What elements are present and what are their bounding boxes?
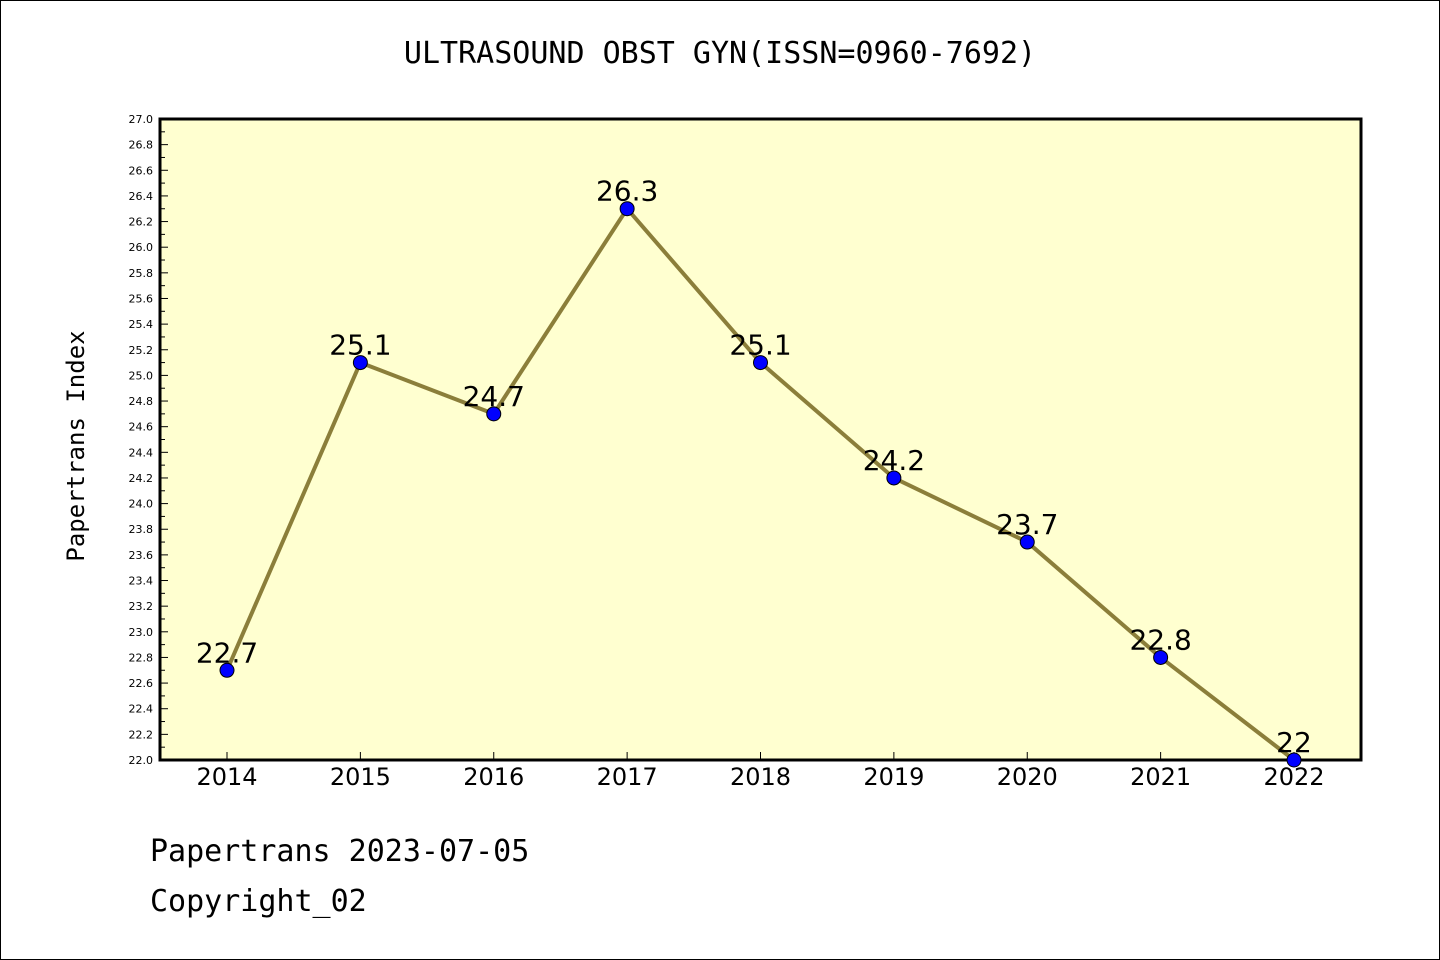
y-tick-label: 23.4	[129, 575, 154, 588]
x-tick-label: 2014	[196, 763, 257, 791]
data-label: 22	[1276, 726, 1312, 759]
data-point	[1153, 649, 1169, 665]
data-point	[1286, 752, 1302, 768]
y-tick-label: 27.0	[129, 113, 154, 126]
x-tick-label: 2020	[997, 763, 1058, 791]
y-tick-label: 24.2	[129, 472, 154, 485]
data-point	[619, 201, 635, 217]
y-tick-label: 26.4	[129, 190, 154, 203]
y-tick-label: 25.4	[129, 318, 154, 331]
y-tick-label: 26.8	[129, 139, 154, 152]
data-label: 22.8	[1129, 623, 1191, 656]
footer-copyright: Copyright_02	[150, 884, 367, 919]
x-axis-ticks: 2014 2015 2016 2017 2018 2019 2020 2021 2022	[196, 752, 1325, 791]
data-label: 26.3	[596, 175, 658, 208]
y-tick-label: 23.2	[129, 600, 154, 613]
y-tick-label: 22.4	[129, 703, 154, 716]
y-tick-label: 24.4	[129, 446, 154, 459]
y-tick-label: 22.2	[129, 728, 154, 741]
y-tick-label: 24.0	[129, 498, 154, 511]
data-label: 25.1	[729, 329, 791, 362]
y-axis-ticks: 22.0 22.2 22.4 22.6 22.8 23.0 23.2 23.4 23.6 23.8…	[129, 113, 168, 767]
x-tick-label: 2015	[330, 763, 391, 791]
data-series: 22.7 25.1 24.7 26.3 25.1 24.2 23.7 22.8 22	[196, 175, 1312, 768]
data-point	[486, 406, 502, 422]
y-tick-label: 24.6	[129, 421, 154, 434]
y-tick-label: 26.6	[129, 164, 154, 177]
y-tick-label: 25.8	[129, 267, 154, 280]
chart-title: ULTRASOUND OBST GYN(ISSN=0960-7692)	[403, 36, 1037, 71]
footer-date: Papertrans 2023-07-05	[150, 834, 530, 869]
data-point	[886, 470, 902, 486]
data-point	[352, 355, 368, 371]
data-point	[1019, 534, 1035, 550]
data-label: 23.7	[996, 508, 1058, 541]
y-tick-label: 26.0	[129, 241, 154, 254]
y-tick-label: 23.6	[129, 549, 154, 562]
y-tick-label: 26.2	[129, 216, 154, 229]
plot-area	[158, 117, 1363, 762]
y-tick-label: 23.0	[129, 626, 154, 639]
y-tick-label: 22.0	[129, 754, 154, 767]
y-tick-label: 23.8	[129, 523, 154, 536]
x-tick-label: 2019	[863, 763, 924, 791]
y-tick-label: 24.8	[129, 395, 154, 408]
x-tick-label: 2021	[1130, 763, 1191, 791]
x-tick-label: 2017	[597, 763, 658, 791]
data-point	[753, 355, 768, 371]
y-tick-label: 25.6	[129, 292, 154, 305]
y-tick-label: 25.2	[129, 344, 154, 357]
y-tick-label: 22.6	[129, 677, 154, 690]
data-label: 24.2	[863, 444, 925, 477]
data-point	[219, 662, 235, 678]
x-tick-label: 2022	[1263, 763, 1324, 791]
data-label: 24.7	[463, 380, 525, 413]
y-tick-label: 25.0	[129, 369, 154, 382]
y-tick-label: 22.8	[129, 651, 154, 664]
data-label: 25.1	[329, 329, 391, 362]
x-tick-label: 2018	[730, 763, 791, 791]
data-label: 22.7	[196, 636, 258, 669]
x-tick-label: 2016	[463, 763, 524, 791]
